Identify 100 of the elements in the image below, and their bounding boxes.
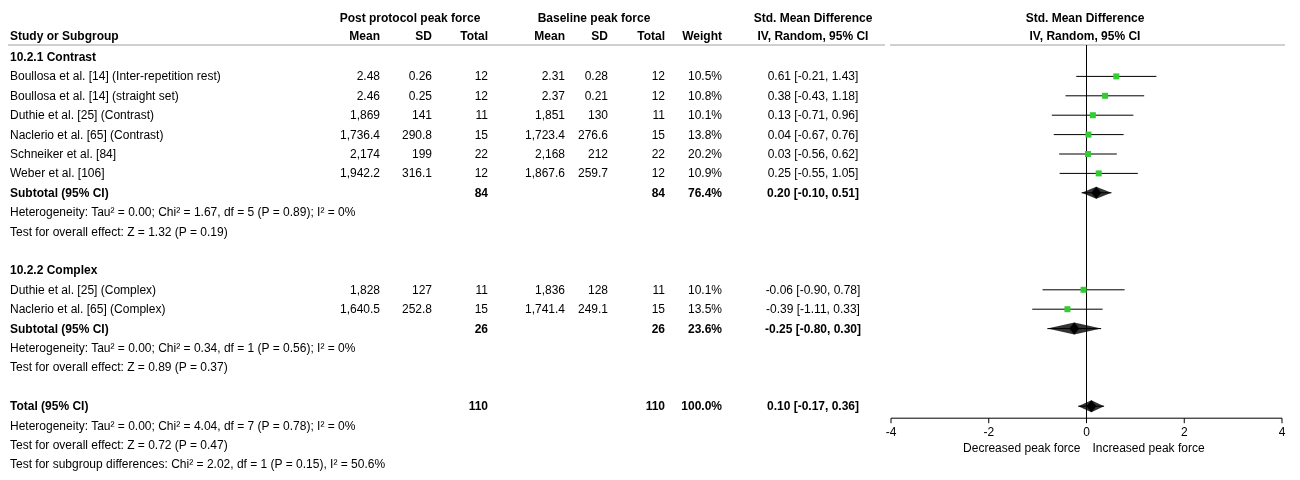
category-label: Schneiker et al. [84] [10, 147, 117, 161]
text: 252.8 [401, 302, 432, 317]
text: 0.61 [-0.21, 1.43] [767, 69, 859, 84]
category-label: Duthie et al. [25] (Contrast) [10, 108, 155, 123]
text: 1,736.4 [339, 127, 380, 142]
text: 23.6% [687, 321, 722, 336]
text: 13.5% [687, 302, 722, 317]
text: 1,741.4 [524, 302, 565, 317]
text: 12 [474, 88, 488, 103]
text: 11 [652, 282, 665, 297]
text: 10.8% [687, 88, 722, 103]
text: 11 [652, 108, 665, 123]
category-label: Weight [682, 29, 722, 43]
text: 2.48 [356, 69, 380, 84]
text: -0.25 [-0.80, 0.30] [764, 321, 862, 336]
text: 2.46 [356, 88, 380, 103]
x-tick-label: -4 [885, 425, 897, 440]
text: 84 [651, 185, 665, 200]
text: 26 [474, 321, 488, 336]
text: 1,640.5 [339, 302, 380, 317]
category-label: 10.2.2 Complex [10, 263, 98, 278]
text: 84 [474, 185, 488, 200]
text: 10.1% [687, 108, 722, 123]
category-label: 10.2.1 Contrast [10, 50, 97, 64]
text: Post protocol peak force [339, 11, 481, 25]
category-label: Mean [349, 29, 380, 43]
text: 10.1% [687, 282, 722, 297]
text: 1,828 [349, 282, 380, 297]
text: 15 [474, 127, 488, 142]
text: 249.1 [577, 302, 608, 317]
text: 12 [474, 69, 488, 84]
x-tick-label: 2 [1180, 425, 1188, 440]
category-label: Naclerio et al. [65] (Complex) [10, 302, 166, 317]
text: 110 [468, 399, 488, 414]
text: 0.03 [-0.56, 0.62] [767, 147, 859, 161]
text: -0.39 [-1.11, 0.33] [766, 302, 860, 317]
text: 127 [411, 282, 432, 297]
text: 0.21 [584, 88, 608, 103]
text: 15 [651, 127, 665, 142]
text: 1,836 [534, 282, 565, 297]
x-tick-label: -2 [983, 425, 995, 440]
text: 2.31 [541, 69, 565, 84]
category-label: Test for overall effect: Z = 0.72 (P = 0.47) [10, 438, 228, 452]
x-tick-label: 0 [1083, 425, 1091, 440]
text: 276.6 [577, 127, 608, 142]
text: 1,869 [349, 108, 380, 123]
text: 11 [475, 108, 488, 123]
category-label: Boullosa et al. [14] (Inter-repetition rest) [10, 69, 221, 84]
text: 130 [587, 108, 608, 123]
category-label: Boullosa et al. [14] (straight set) [10, 88, 179, 103]
category-label: Heterogeneity: Tau² = 0.00; Chi² = 1.67, df = 5 (P = 0.89); I² = 0% [10, 205, 356, 220]
category-label: Heterogeneity: Tau² = 0.00; Chi² = 4.04, df = 7 (P = 0.78); I² = 0% [10, 418, 356, 433]
category-label: Test for overall effect: Z = 0.89 (P = 0.37) [10, 360, 228, 375]
text: 22 [474, 147, 488, 161]
text: 0.20 [-0.10, 0.51] [766, 185, 860, 200]
text: 2,174 [349, 147, 380, 161]
text: 1,851 [534, 108, 565, 123]
category-label: Test for overall effect: Z = 1.32 (P = 0.19) [10, 224, 228, 239]
text: 12 [651, 69, 665, 84]
category-label: SD [591, 29, 609, 43]
category-label: Total (95% CI) [10, 399, 89, 414]
text: -0.06 [-0.90, 0.78] [765, 282, 861, 297]
text: 141 [411, 108, 432, 123]
text: 15 [474, 302, 488, 317]
category-label: Study or Subgroup [10, 29, 119, 43]
text: 128 [587, 282, 608, 297]
category-label: Mean [534, 29, 565, 43]
text: 12 [651, 88, 665, 103]
text: 10.5% [687, 69, 722, 84]
text: 26 [651, 321, 665, 336]
text: 0.04 [-0.67, 0.76] [767, 127, 859, 142]
text: 0.25 [-0.55, 1.05] [767, 166, 859, 181]
text: 0.26 [408, 69, 432, 84]
text: 11 [475, 282, 488, 297]
text: 100.0% [681, 399, 722, 414]
text: 290.8 [401, 127, 432, 142]
text: Baseline peak force [537, 11, 651, 25]
category-label: Heterogeneity: Tau² = 0.00; Chi² = 0.34, df = 1 (P = 0.56); I² = 0% [10, 341, 356, 355]
text: 12 [651, 166, 665, 181]
category-label: Duthie et al. [25] (Complex) [10, 282, 157, 297]
text: 2,168 [534, 147, 565, 161]
text: 1,867.6 [524, 166, 565, 181]
text: 0.28 [584, 69, 608, 84]
chart-subtitle: IV, Random, 95% CI [1029, 29, 1141, 43]
text: 12 [474, 166, 488, 181]
x-tick-label: 4 [1278, 425, 1286, 440]
category-label: IV, Random, 95% CI [757, 29, 869, 43]
text: 20.2% [687, 147, 722, 161]
text: 212 [587, 147, 608, 161]
text: 22 [651, 147, 665, 161]
text: 0.13 [-0.71, 0.96] [767, 108, 859, 123]
category-label: Subtotal (95% CI) [10, 321, 109, 336]
text: 110 [645, 399, 665, 414]
text: 76.4% [687, 185, 722, 200]
category-label: Naclerio et al. [65] (Contrast) [10, 127, 164, 142]
text: 10.9% [687, 166, 722, 181]
category-label: Weber et al. [106] [10, 166, 105, 181]
text: 2.37 [541, 88, 565, 103]
text: 13.8% [687, 127, 722, 142]
text: 0.38 [-0.43, 1.18] [767, 88, 859, 103]
